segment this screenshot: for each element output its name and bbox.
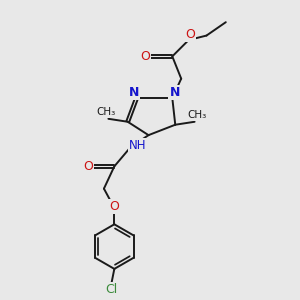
Text: O: O [83, 160, 93, 173]
Text: Cl: Cl [105, 283, 118, 296]
Text: N: N [169, 85, 180, 98]
Text: CH₃: CH₃ [187, 110, 206, 120]
Text: NH: NH [128, 139, 146, 152]
Text: O: O [141, 50, 151, 63]
Text: CH₃: CH₃ [97, 107, 116, 117]
Text: N: N [129, 85, 140, 98]
Text: O: O [185, 28, 195, 41]
Text: O: O [110, 200, 119, 213]
